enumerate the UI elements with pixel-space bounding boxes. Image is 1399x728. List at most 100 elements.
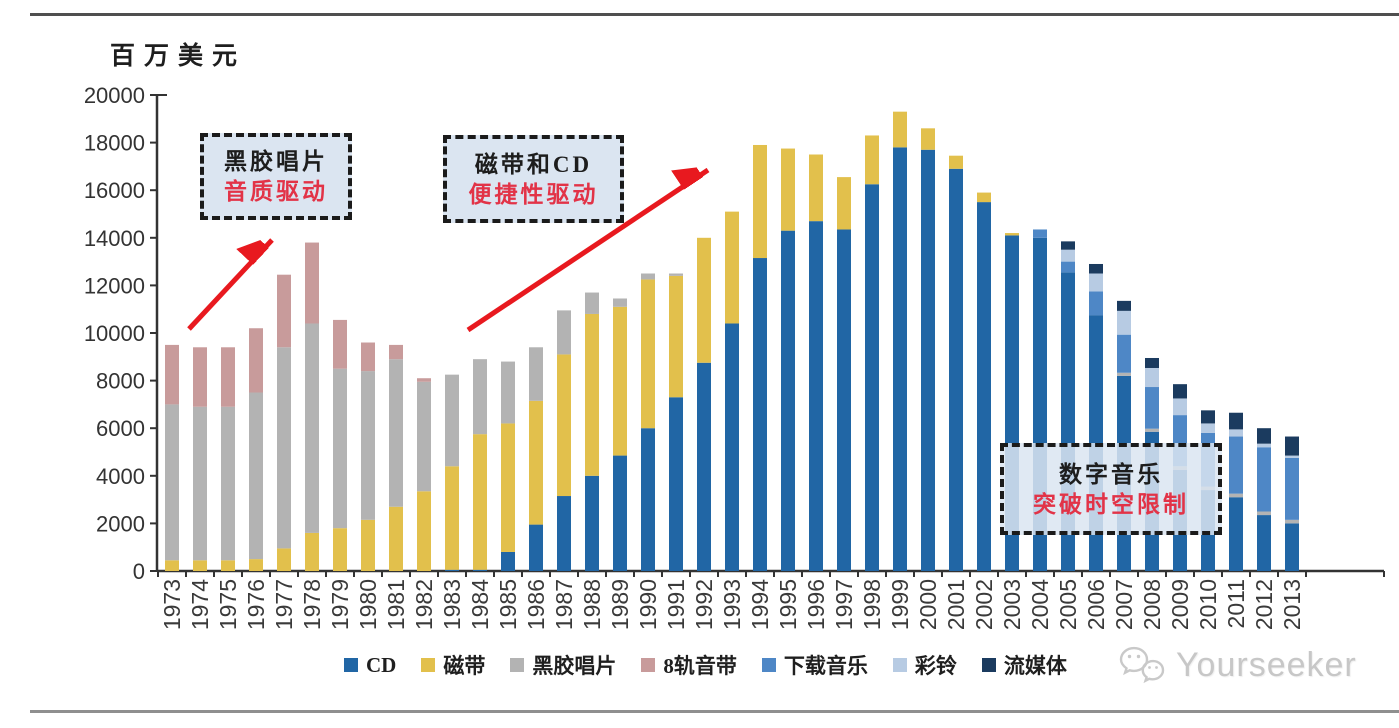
bar-segment-黑胶唱片 [529, 347, 543, 401]
bar-segment-8轨音带 [389, 344, 403, 360]
bar-segment-彩铃 [1173, 398, 1187, 416]
bar-segment-磁带 [305, 532, 319, 571]
annotation-title: 磁带和CD [474, 151, 593, 177]
trend-arrow [187, 240, 274, 331]
x-tick-label: 2005 [1055, 579, 1081, 630]
bar-segment-CD [473, 569, 487, 571]
bar-segment-下载音乐 [1257, 447, 1271, 512]
legend-item-下载音乐: 下载音乐 [761, 650, 868, 680]
bar-segment-彩铃 [1117, 310, 1131, 335]
bar-segment-彩铃 [1285, 455, 1299, 458]
bar-segment-彩铃 [1061, 249, 1075, 262]
x-tick-label: 1985 [495, 579, 521, 630]
x-tick-label: 2001 [943, 579, 969, 630]
legend-item-流媒体: 流媒体 [981, 650, 1067, 680]
bar-segment-彩铃 [1145, 367, 1159, 388]
annotation-vinyl-era: 黑胶唱片 音质驱动 [200, 133, 352, 220]
x-tick-label: 1987 [551, 579, 577, 630]
bar-segment-流媒体 [1089, 263, 1103, 274]
bar-segment-CD [585, 475, 599, 571]
legend-swatch [761, 658, 776, 672]
bar-segment-8轨音带 [193, 347, 207, 407]
bar-segment-CD [557, 496, 571, 571]
legend-swatch [892, 658, 907, 672]
x-tick-label: 1988 [579, 579, 605, 630]
bar-segment-CD [501, 551, 515, 571]
bar-segment-CD [921, 149, 935, 572]
bar-segment-磁带 [529, 400, 543, 525]
bar-segment-黑胶唱片 [333, 368, 347, 529]
x-tick-label: 2008 [1139, 579, 1165, 630]
bar-segment-黑胶唱片 [585, 292, 599, 314]
bar-segment-下载音乐 [1033, 229, 1047, 238]
bar-segment-磁带 [781, 148, 795, 231]
legend-label: 流媒体 [1003, 654, 1067, 678]
x-tick-label: 1978 [299, 579, 325, 630]
bar-segment-CD [837, 229, 851, 571]
x-tick-label: 1973 [159, 579, 185, 630]
y-axis-unit-label: 百万美元 [110, 43, 247, 70]
bar-segment-黑胶唱片 [613, 298, 627, 307]
x-tick-label: 2004 [1027, 579, 1053, 630]
legend-item-CD: CD [344, 653, 396, 678]
bar-segment-CD [613, 455, 627, 571]
bar-segment-磁带 [753, 144, 767, 259]
x-tick-label: 1989 [607, 579, 633, 630]
bar-segment-磁带 [837, 177, 851, 230]
bar-segment-黑胶唱片 [473, 359, 487, 435]
x-tick-label: 1994 [747, 579, 773, 630]
top-divider [30, 13, 1399, 16]
bar-segment-下载音乐 [1229, 436, 1243, 494]
bar-segment-磁带 [417, 491, 431, 571]
bar-segment-磁带 [1005, 233, 1019, 236]
bar-segment-下载音乐 [1285, 457, 1299, 520]
bar-segment-黑胶唱片 [305, 323, 319, 533]
x-tick-label: 1982 [411, 579, 437, 630]
bar-segment-下载音乐 [1061, 261, 1075, 273]
y-tick-label: 16000 [84, 178, 145, 203]
bar-segment-CD [641, 428, 655, 571]
bar-segment-磁带 [921, 128, 935, 150]
bar-segment-磁带 [473, 434, 487, 570]
annotation-subtitle: 便捷性驱动 [468, 181, 599, 207]
legend-label: 黑胶唱片 [532, 654, 617, 678]
bottom-divider [30, 710, 1399, 713]
bar-segment-黑胶唱片 [221, 406, 235, 561]
bar-segment-CD [781, 230, 795, 571]
bar-segment-磁带 [277, 548, 291, 571]
y-tick-label: 2000 [96, 511, 145, 536]
bar-segment-CD [893, 147, 907, 572]
bar-segment-流媒体 [1257, 428, 1271, 444]
bar-segment-磁带 [165, 560, 179, 571]
x-tick-label: 1979 [327, 579, 353, 630]
legend-swatch [344, 658, 358, 672]
annotation-subtitle: 突破时空限制 [1033, 491, 1189, 517]
x-tick-label: 1999 [887, 579, 913, 630]
legend-swatch [510, 658, 525, 672]
bar-segment-磁带 [389, 506, 403, 571]
axis-labels: 0 2000 4000 6000 8000 10000 12000 14000 16000 180… [84, 83, 1305, 630]
bar-segment-黑胶唱片 [1257, 511, 1271, 516]
legend-swatch [981, 658, 996, 672]
x-tick-label: 1990 [635, 579, 661, 630]
bar-segment-彩铃 [1257, 443, 1271, 448]
x-tick-label: 2011 [1223, 579, 1249, 628]
bar-segment-磁带 [697, 237, 711, 363]
bar-segment-黑胶唱片 [445, 374, 459, 467]
x-tick-label: 2000 [915, 579, 941, 630]
bar-segment-8轨音带 [249, 328, 263, 393]
x-tick-label: 1975 [215, 579, 241, 630]
bar-segment-黑胶唱片 [1117, 372, 1131, 376]
x-tick-label: 1977 [271, 579, 297, 630]
x-tick-label: 1993 [719, 579, 745, 630]
legend-label: 8轨音带 [663, 654, 737, 678]
x-tick-label: 1980 [355, 579, 381, 630]
bar-segment-黑胶唱片 [389, 359, 403, 507]
x-tick-label: 2006 [1083, 579, 1109, 630]
x-tick-label: 1984 [467, 579, 493, 630]
x-tick-label: 1998 [859, 579, 885, 630]
bar-segment-磁带 [445, 466, 459, 570]
annotation-subtitle: 音质驱动 [224, 179, 328, 204]
legend-item-8轨音带: 8轨音带 [641, 650, 737, 680]
